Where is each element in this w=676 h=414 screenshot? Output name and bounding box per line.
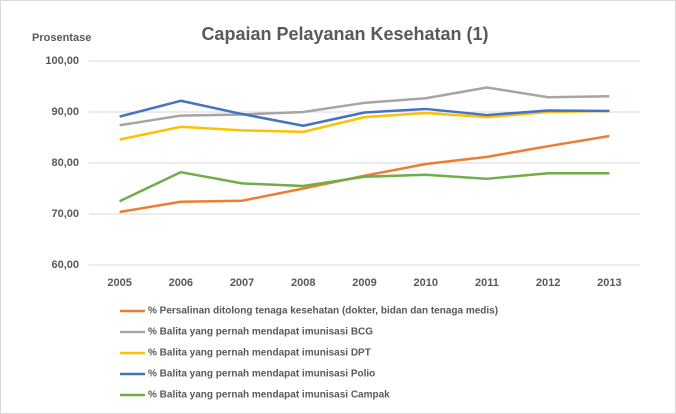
- legend-label: % Balita yang pernah mendapat imunisasi …: [148, 327, 373, 338]
- x-tick-label: 2007: [230, 277, 254, 289]
- chart-title: Capaian Pelayanan Kesehatan (1): [201, 24, 488, 44]
- x-tick-label: 2005: [107, 277, 131, 289]
- x-tick-label: 2009: [352, 277, 376, 289]
- y-tick-label: 60,00: [51, 259, 79, 271]
- x-tick-label: 2008: [291, 277, 315, 289]
- x-tick-label: 2010: [413, 277, 437, 289]
- x-tick-label: 2013: [597, 277, 621, 289]
- series-line: [119, 99, 610, 128]
- legend-label: % Balita yang pernah mendapat imunisasi …: [148, 348, 371, 359]
- y-tick-label: 90,00: [51, 106, 79, 118]
- legend-label: % Balita yang pernah mendapat imunisasi …: [148, 390, 390, 401]
- series-line: [119, 170, 610, 203]
- y-axis-label: Prosentase: [32, 32, 91, 44]
- legend-label: % Balita yang pernah mendapat imunisasi …: [148, 369, 375, 380]
- series-line: [119, 109, 610, 141]
- x-tick-label: 2012: [536, 277, 560, 289]
- y-tick-label: 70,00: [51, 208, 79, 220]
- legend-label: % Persalinan ditolong tenaga kesehatan (…: [148, 306, 498, 317]
- series-line: [119, 86, 610, 127]
- x-tick-label: 2006: [169, 277, 193, 289]
- y-tick-label: 80,00: [51, 157, 79, 169]
- x-tick-label: 2011: [475, 277, 499, 289]
- y-tick-label: 100,00: [45, 55, 79, 67]
